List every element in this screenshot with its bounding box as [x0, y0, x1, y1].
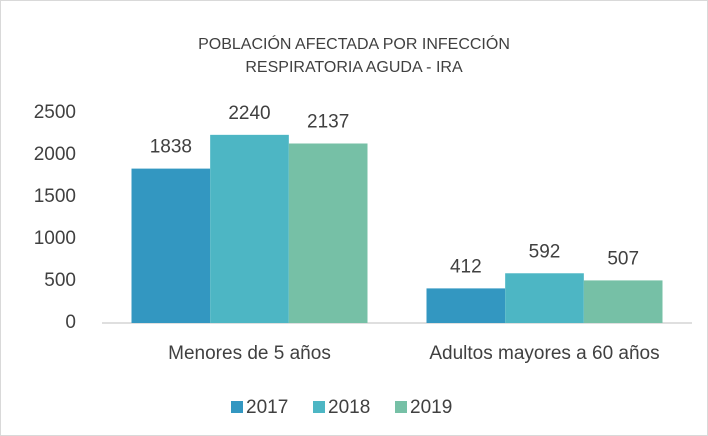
x-tick-label: Adultos mayores a 60 años — [429, 343, 659, 364]
bar — [426, 288, 506, 323]
bar — [131, 168, 211, 323]
y-tick-label: 0 — [65, 312, 76, 333]
y-tick-label: 1500 — [34, 186, 76, 207]
legend-label: 2018 — [328, 397, 370, 418]
y-tick-label: 2000 — [34, 144, 76, 165]
y-tick-label: 2500 — [34, 102, 76, 123]
legend-label: 2017 — [246, 397, 288, 418]
legend-label: 2019 — [410, 397, 452, 418]
legend-swatch — [395, 401, 407, 413]
chart-title: POBLACIÓN AFECTADA POR INFECCIÓN RESPIRA… — [198, 36, 510, 76]
bar — [288, 143, 368, 323]
bar — [583, 280, 663, 323]
data-label: 507 — [607, 248, 639, 269]
bar — [210, 134, 289, 323]
y-tick-label: 500 — [44, 270, 76, 291]
x-tick-label: Menores de 5 años — [168, 343, 331, 364]
data-label: 1838 — [150, 137, 192, 158]
data-label: 2137 — [307, 112, 349, 133]
legend-swatch — [313, 401, 325, 413]
data-label: 2240 — [228, 103, 270, 124]
y-tick-label: 1000 — [34, 228, 76, 249]
legend-swatch — [231, 401, 243, 413]
bar — [505, 273, 584, 323]
data-label: 592 — [529, 241, 561, 262]
data-label: 412 — [450, 256, 482, 277]
